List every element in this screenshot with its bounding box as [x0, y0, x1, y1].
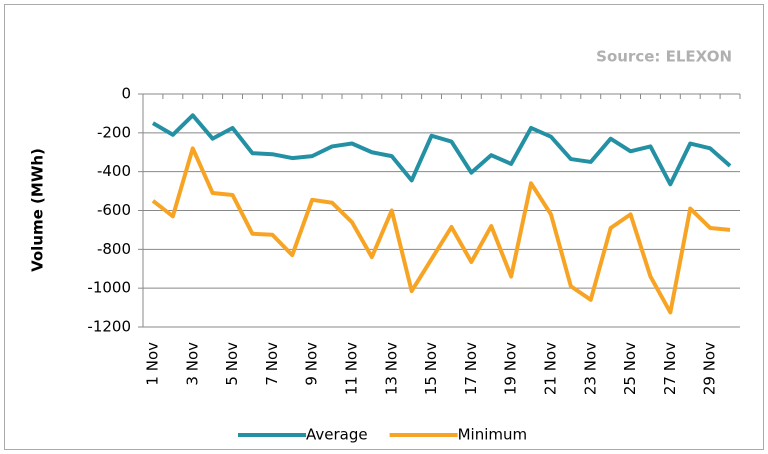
x-tick-label: 7 Nov [263, 342, 281, 386]
legend-label: Minimum [458, 426, 528, 444]
y-tick-label: -800 [97, 240, 131, 258]
x-tick-label: 1 Nov [143, 342, 161, 386]
x-tick-label: 5 Nov [223, 342, 241, 386]
y-tick-label: -1200 [87, 318, 131, 336]
x-tick-label: 25 Nov [621, 342, 639, 395]
data-line [151, 113, 732, 187]
x-tick-label: 23 Nov [581, 342, 599, 395]
x-tick-label: 21 Nov [541, 342, 559, 395]
x-tick-label: 17 Nov [462, 342, 480, 395]
x-tick-label: 3 Nov [183, 342, 201, 386]
x-tick-label: 27 Nov [661, 342, 679, 395]
x-tick-label: 11 Nov [342, 342, 360, 395]
x-tick-label: 29 Nov [701, 342, 719, 395]
y-tick-label: -1000 [87, 279, 131, 297]
y-tick-label: -400 [97, 162, 131, 180]
legend-label: Average [306, 426, 368, 444]
x-tick-label: 13 Nov [382, 342, 400, 395]
x-tick-label: 19 Nov [502, 342, 520, 395]
x-tick-label: 15 Nov [422, 342, 440, 395]
y-tick-label: 0 [121, 85, 131, 103]
y-axis-label: Volume (MWh) [29, 148, 47, 272]
x-tick-label: 9 Nov [303, 342, 321, 386]
data-line [151, 146, 731, 315]
source-annotation: Source: ELEXON [596, 48, 732, 66]
y-tick-label: -600 [97, 201, 131, 219]
y-tick-label: -200 [97, 123, 131, 141]
